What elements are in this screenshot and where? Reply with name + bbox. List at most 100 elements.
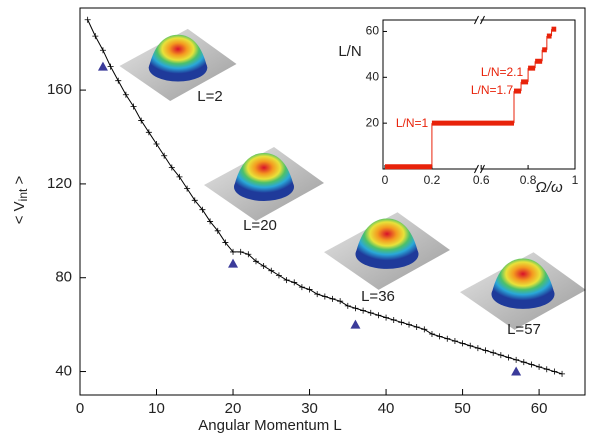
inset-y-tick-label: 20: [366, 115, 380, 129]
y-tick-label: 120: [47, 175, 72, 192]
x-tick-label: 60: [531, 400, 548, 417]
cross-marker: [444, 335, 451, 342]
cross-marker: [505, 354, 512, 361]
x-tick-label: 50: [454, 400, 471, 417]
cross-marker: [268, 267, 275, 274]
cross-marker: [543, 366, 550, 373]
cross-marker: [474, 345, 481, 352]
cross-marker: [467, 342, 474, 349]
inset-y-tick-label: 60: [366, 24, 380, 38]
cross-marker: [390, 316, 397, 323]
cross-marker: [191, 197, 198, 204]
cross-marker: [176, 173, 183, 180]
cross-marker: [360, 307, 367, 314]
cross-marker: [92, 33, 99, 40]
inset-annotation: L/N=1.7: [471, 83, 514, 97]
x-axis-label: Angular Momentum L: [198, 417, 341, 434]
cross-marker: [459, 340, 466, 347]
cross-marker: [237, 248, 244, 255]
x-tick-label: 30: [301, 400, 318, 417]
cross-marker: [528, 361, 535, 368]
image-label: L=20: [243, 217, 277, 234]
inset-x-label: Ω/ω: [535, 179, 563, 196]
inset-annotation: L/N=1: [396, 116, 429, 130]
inset-x-tick-label: 0.6: [473, 173, 490, 187]
cross-marker: [344, 302, 351, 309]
plot-frame: [79, 7, 586, 396]
cross-marker: [428, 331, 435, 338]
y-label-part: >: [11, 175, 28, 188]
x-tick-label: 20: [225, 400, 242, 417]
triangle-marker: [97, 61, 108, 71]
axis-break: [474, 15, 485, 174]
cross-marker: [306, 286, 313, 293]
cross-marker: [436, 333, 443, 340]
cross-marker: [283, 277, 290, 284]
cross-marker: [314, 291, 321, 298]
y-label-part: < V: [11, 201, 28, 224]
cross-marker: [153, 141, 160, 148]
cross-marker: [107, 63, 114, 70]
x-tick-label: 0: [76, 400, 84, 417]
cross-marker: [184, 185, 191, 192]
triangle-marker: [511, 366, 522, 376]
cross-marker: [497, 352, 504, 359]
cross-marker: [222, 239, 229, 246]
cross-marker: [513, 356, 520, 363]
cross-marker: [99, 47, 106, 54]
cross-marker: [260, 263, 267, 269]
inset-y-tick-label: 40: [366, 69, 380, 83]
cross-marker: [321, 293, 328, 300]
cross-marker: [230, 248, 237, 255]
inset-x-tick-label: 0.8: [520, 173, 537, 187]
cross-marker: [291, 279, 298, 286]
cross-marker: [337, 298, 344, 305]
cross-marker: [138, 117, 145, 124]
y-label-sub: int: [16, 188, 30, 201]
image-label: L=57: [507, 321, 541, 338]
cross-marker: [559, 370, 566, 377]
x-tick-label: 10: [148, 400, 165, 417]
cross-marker: [275, 272, 282, 279]
cross-marker: [520, 359, 527, 366]
inset-background: [330, 8, 585, 196]
cross-marker: [199, 206, 206, 213]
inset-x-tick-label: 0.2: [424, 173, 441, 187]
cross-marker: [115, 77, 122, 84]
inset-x-tick-label: 1: [572, 173, 579, 187]
cross-marker: [130, 103, 137, 110]
cross-marker: [413, 323, 420, 330]
cross-marker: [207, 218, 214, 225]
image-label: L=36: [361, 288, 395, 305]
cross-marker: [398, 319, 405, 326]
cross-marker: [421, 326, 428, 333]
density-image: [460, 252, 586, 330]
image-label: L=2: [197, 88, 222, 105]
cross-marker: [245, 251, 252, 258]
triangle-marker: [228, 258, 239, 268]
cross-marker: [482, 347, 489, 354]
inset-y-label: L/N: [338, 43, 361, 60]
triangle-marker: [350, 319, 361, 329]
cross-marker: [329, 295, 336, 302]
cross-marker: [122, 91, 129, 98]
cross-marker: [84, 16, 91, 23]
x-tick-label: 40: [378, 400, 395, 417]
cross-marker: [214, 227, 221, 234]
cross-marker: [490, 349, 497, 356]
cross-marker: [406, 321, 413, 328]
cross-marker: [367, 309, 374, 316]
y-tick-label: 40: [55, 363, 72, 380]
cross-marker: [252, 258, 259, 265]
cross-marker: [161, 152, 168, 159]
inset-annotation: L/N=2.1: [481, 65, 524, 79]
cross-marker: [298, 284, 305, 291]
density-image: [204, 147, 324, 221]
y-tick-label: 160: [47, 81, 72, 98]
cross-marker: [451, 338, 458, 345]
cross-marker: [145, 129, 152, 136]
y-axis-label: < Vint >: [11, 175, 30, 224]
cross-marker: [168, 164, 175, 171]
cross-marker: [536, 363, 543, 370]
